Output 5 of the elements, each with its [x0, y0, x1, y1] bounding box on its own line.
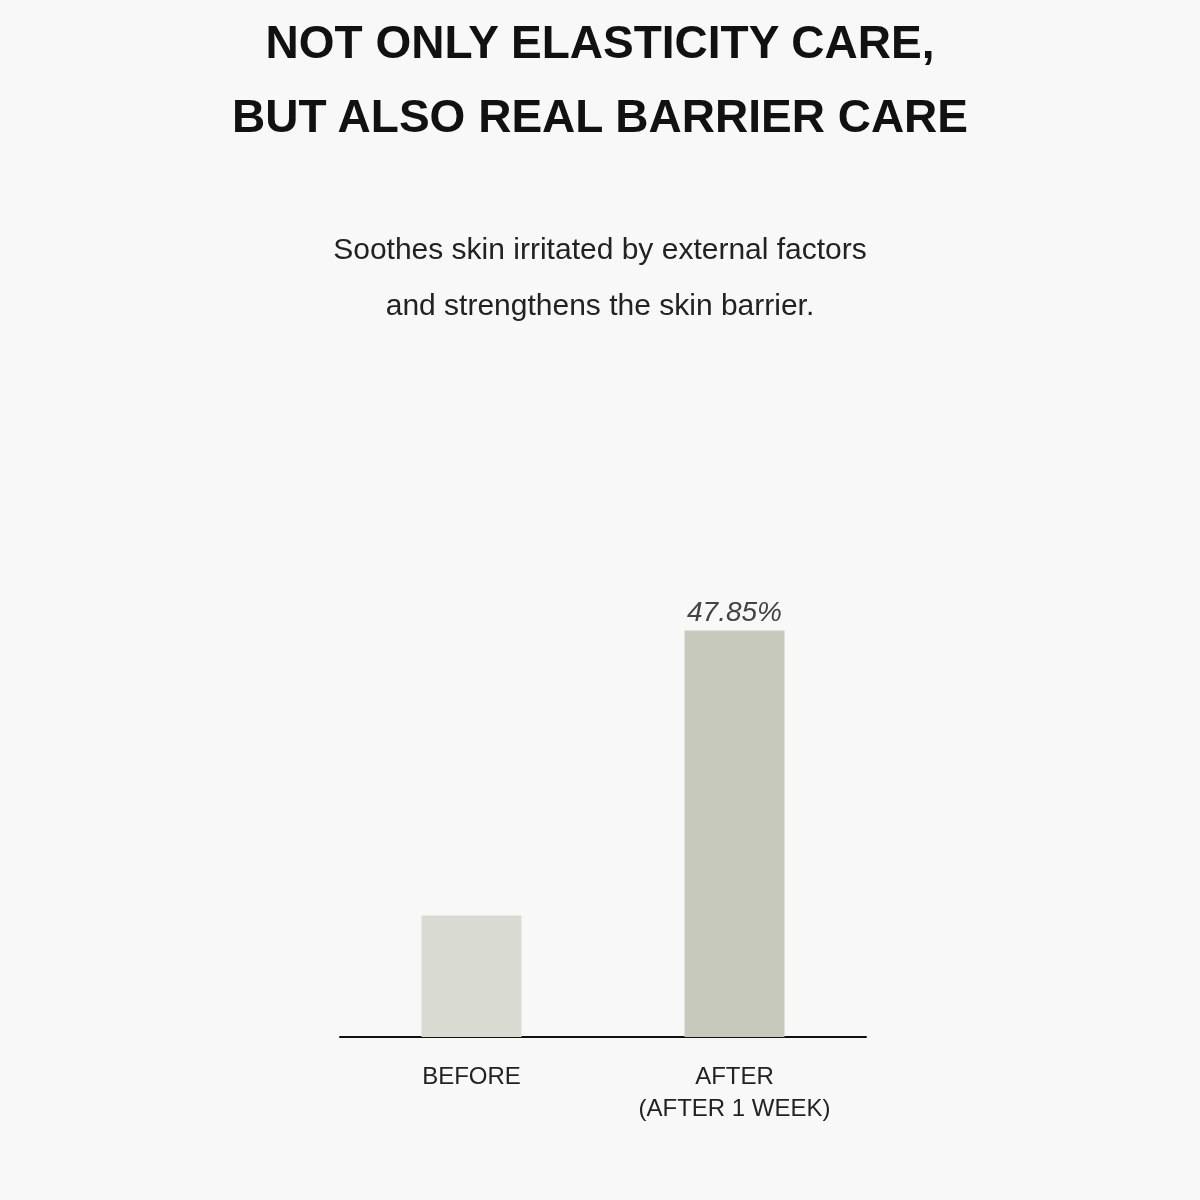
x-tick-label: BEFORE — [422, 1061, 521, 1089]
chart-title: NOT ONLY ELASTICITY CARE, BUT ALSO REAL BARRIER CARE — [231, 16, 969, 142]
x-tick-label: AFTER (AFTER 1 WEEK) — [638, 1061, 831, 1121]
data-label: 47.85% — [687, 595, 782, 627]
chart-subtitle: Soothes skin irritated by external factors and strengthens the skin barrier. — [333, 231, 867, 321]
